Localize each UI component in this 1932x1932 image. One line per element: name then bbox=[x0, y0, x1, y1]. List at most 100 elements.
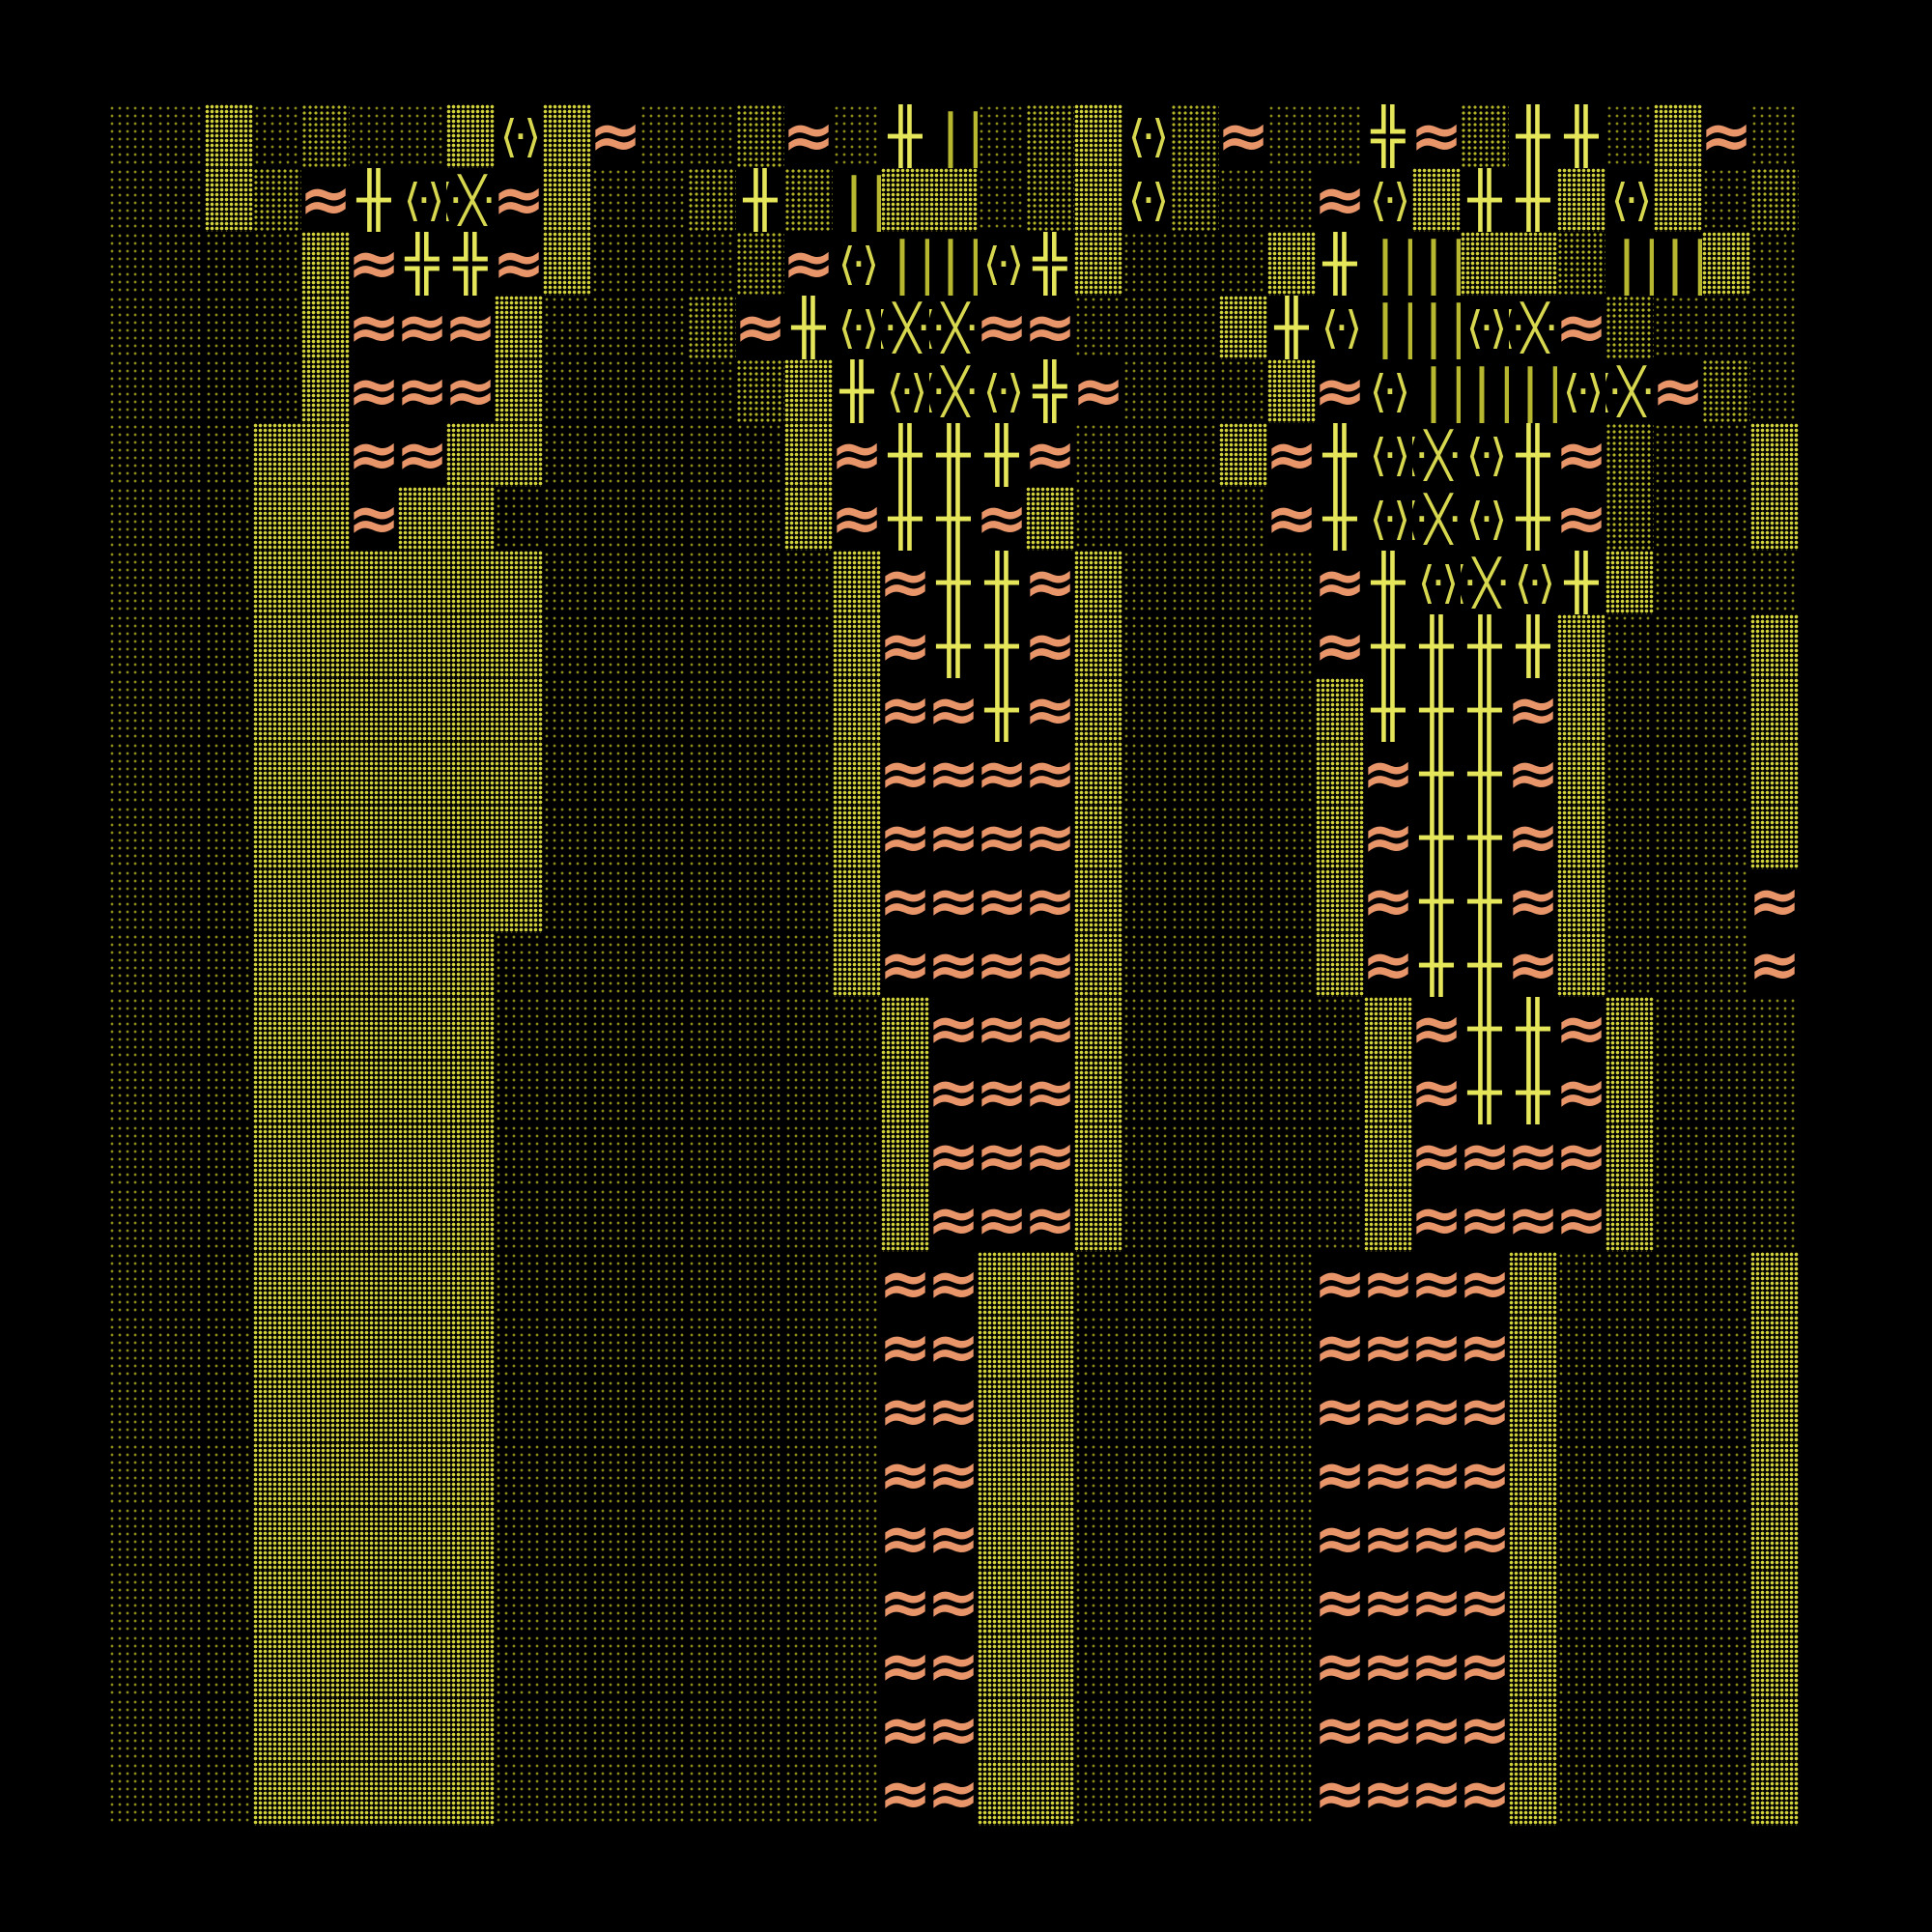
glyph-cell: ||| bbox=[1364, 232, 1412, 296]
dot-pattern-cell bbox=[495, 1188, 543, 1252]
dot-pattern-cell bbox=[1654, 806, 1702, 869]
dot-pattern-cell bbox=[1605, 551, 1654, 614]
dot-pattern-cell bbox=[543, 1571, 591, 1634]
dot-pattern-cell bbox=[1026, 168, 1074, 232]
dot-pattern-cell bbox=[350, 742, 398, 806]
dot-pattern-cell bbox=[978, 1571, 1026, 1634]
dot-pattern-cell bbox=[1654, 1507, 1702, 1571]
dot-pattern-cell bbox=[156, 551, 205, 614]
dot-pattern-cell bbox=[1654, 1634, 1702, 1698]
dot-pattern-cell bbox=[398, 1571, 446, 1634]
dot-pattern-cell bbox=[639, 1188, 688, 1252]
dot-pattern-cell bbox=[1171, 232, 1219, 296]
dot-pattern-cell bbox=[1074, 168, 1122, 232]
dot-pattern-cell bbox=[1702, 1571, 1750, 1634]
glyph-cell: ≈ bbox=[1461, 1443, 1509, 1507]
glyph-cell: ⟨·⟩ bbox=[1321, 301, 1363, 354]
dot-pattern-cell bbox=[1074, 1762, 1122, 1826]
dot-pattern-cell bbox=[736, 423, 784, 487]
dot-pattern-cell bbox=[1122, 1061, 1171, 1124]
dot-pattern-cell bbox=[639, 296, 688, 359]
dot-pattern-cell bbox=[108, 742, 156, 806]
dot-pattern-cell bbox=[591, 168, 639, 232]
dot-pattern-cell bbox=[1026, 1443, 1074, 1507]
dot-pattern-cell bbox=[205, 487, 253, 551]
glyph-cell: ≈ bbox=[1267, 487, 1316, 551]
dot-pattern-cell bbox=[978, 1634, 1026, 1698]
glyph-cell: ≈ bbox=[446, 296, 495, 359]
glyph-cell: ≈ bbox=[1412, 1061, 1461, 1124]
dot-pattern-cell bbox=[205, 678, 253, 742]
dot-pattern-cell bbox=[1267, 359, 1316, 423]
glyph-cell: ≈ bbox=[1461, 1698, 1509, 1762]
dot-pattern-cell bbox=[1605, 678, 1654, 742]
glyph-cell: ≈ bbox=[1412, 1634, 1461, 1698]
dot-pattern-cell bbox=[543, 296, 591, 359]
dot-pattern-cell bbox=[591, 997, 639, 1061]
dot-pattern-cell bbox=[688, 678, 736, 742]
dot-pattern-cell bbox=[1605, 1571, 1654, 1634]
glyph-cell: ≈ bbox=[881, 1379, 929, 1443]
glyph-cell: ╫ bbox=[984, 551, 1019, 614]
dot-pattern-cell bbox=[350, 1507, 398, 1571]
dot-pattern-cell bbox=[591, 869, 639, 933]
dot-pattern-cell bbox=[1267, 551, 1316, 614]
dot-pattern-cell bbox=[688, 806, 736, 869]
dot-pattern-cell bbox=[1074, 1698, 1122, 1762]
dot-pattern-cell bbox=[736, 806, 784, 869]
glyph-cell: ≈ bbox=[495, 168, 543, 232]
glyph-cell: ≈ bbox=[929, 1762, 978, 1826]
dot-pattern-cell bbox=[495, 869, 543, 933]
dot-pattern-cell bbox=[784, 678, 833, 742]
glyph-cell: ╫ bbox=[1419, 614, 1454, 678]
dot-pattern-cell bbox=[1702, 1507, 1750, 1571]
dot-pattern-cell bbox=[1074, 997, 1122, 1061]
dot-pattern-cell bbox=[205, 1316, 253, 1379]
dot-pattern-cell bbox=[495, 1379, 543, 1443]
glyph-cell: ⟨·⟩ bbox=[1562, 365, 1605, 417]
dot-pattern-cell bbox=[1654, 869, 1702, 933]
dot-pattern-cell bbox=[495, 1061, 543, 1124]
dot-pattern-cell bbox=[1364, 1188, 1412, 1252]
dot-pattern-cell bbox=[1267, 742, 1316, 806]
dot-pattern-cell bbox=[1557, 1571, 1605, 1634]
glyph-cell: ≈ bbox=[1557, 423, 1605, 487]
dot-pattern-cell bbox=[495, 1571, 543, 1634]
dot-pattern-cell bbox=[1702, 1252, 1750, 1316]
glyph-cell: ||| bbox=[1412, 359, 1461, 423]
glyph-cell: ≈ bbox=[350, 232, 398, 296]
dot-pattern-cell bbox=[1557, 1316, 1605, 1379]
dot-pattern-cell bbox=[108, 1188, 156, 1252]
dot-pattern-cell bbox=[301, 933, 350, 997]
glyph-cell: ≈ bbox=[1461, 1634, 1509, 1698]
dot-pattern-cell bbox=[1026, 1634, 1074, 1698]
glyph-cell: ≈ bbox=[1316, 1698, 1364, 1762]
dot-pattern-cell bbox=[301, 1379, 350, 1443]
dot-pattern-cell bbox=[1316, 1188, 1364, 1252]
glyph-cell: ≈ bbox=[1412, 1124, 1461, 1188]
glyph-cell: ≈ bbox=[881, 1507, 929, 1571]
glyph-cell: ╫ bbox=[1371, 678, 1406, 742]
dot-pattern-cell bbox=[301, 296, 350, 359]
dot-pattern-cell bbox=[784, 614, 833, 678]
dot-pattern-cell bbox=[1122, 1507, 1171, 1571]
glyph-cell: ╫ bbox=[1516, 1061, 1550, 1124]
glyph-cell: ⟨·⟩ bbox=[1127, 110, 1170, 162]
dot-pattern-cell bbox=[1750, 1124, 1799, 1188]
dot-pattern-cell bbox=[398, 1379, 446, 1443]
glyph-cell: ≈ bbox=[929, 1571, 978, 1634]
dot-pattern-cell bbox=[446, 1507, 495, 1571]
dot-pattern-cell bbox=[1654, 104, 1702, 168]
glyph-cell: ||| bbox=[1461, 359, 1509, 423]
glyph-cell: ╬ bbox=[405, 232, 440, 296]
dot-pattern-cell bbox=[156, 614, 205, 678]
dot-pattern-cell bbox=[108, 232, 156, 296]
dot-pattern-cell bbox=[688, 487, 736, 551]
glyph-cell: ≈ bbox=[1026, 678, 1074, 742]
glyph-cell: ≈ bbox=[1557, 1188, 1605, 1252]
glyph-cell: ≈ bbox=[1026, 296, 1074, 359]
dot-pattern-cell bbox=[736, 1507, 784, 1571]
dot-pattern-cell bbox=[1267, 933, 1316, 997]
dot-pattern-cell bbox=[253, 104, 301, 168]
dot-pattern-cell bbox=[495, 1634, 543, 1698]
